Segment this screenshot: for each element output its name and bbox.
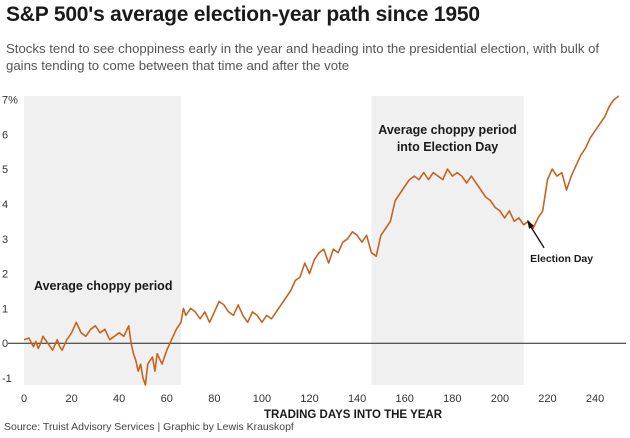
y-tick-label: 2 xyxy=(2,269,8,281)
election-choppy-label-line-2: into Election Day xyxy=(397,140,498,154)
x-tick-label: 160 xyxy=(396,393,414,405)
source-note: Source: Truist Advisory Services | Graph… xyxy=(4,421,294,433)
y-tick-label: 1 xyxy=(2,303,8,315)
x-tick-label: 0 xyxy=(21,393,27,405)
x-tick-label: 140 xyxy=(348,393,366,405)
axes: -1 0 1 2 3 4 5 6 7% 0 20 40 60 80 100 120 140 160 180 200 22… xyxy=(2,94,626,421)
y-tick-label: 3 xyxy=(2,234,8,246)
shaded-regions xyxy=(24,96,524,385)
election-day-label: Election Day xyxy=(530,253,593,265)
election-day-arrow-shaft xyxy=(528,223,545,249)
shaded-region-2 xyxy=(371,96,524,385)
shaded-region-1 xyxy=(24,96,182,385)
y-tick-label: 6 xyxy=(2,129,8,141)
y-tick-label: 7% xyxy=(2,94,18,106)
x-tick-label: 200 xyxy=(491,393,509,405)
x-tick-label: 80 xyxy=(208,393,220,405)
y-tick-label: 5 xyxy=(2,164,8,176)
series-layer xyxy=(23,95,620,386)
x-tick-label: 60 xyxy=(161,393,173,405)
y-tick-label: 4 xyxy=(2,199,8,211)
x-tick-label: 20 xyxy=(65,393,77,405)
y-tick-label: 0 xyxy=(2,338,8,350)
election-day-arrow-head xyxy=(527,219,535,229)
y-tick-label: -1 xyxy=(2,373,12,385)
x-tick-label: 220 xyxy=(538,393,556,405)
x-tick-label: 100 xyxy=(253,393,271,405)
choppy-period-label: Average choppy period xyxy=(34,279,172,293)
chart-subtitle: Stocks tend to see choppiness early in t… xyxy=(6,41,600,73)
x-tick-label: 40 xyxy=(113,393,125,405)
x-tick-label: 180 xyxy=(443,393,461,405)
x-axis-label: TRADING DAYS INTO THE YEAR xyxy=(264,409,443,421)
chart-title: S&P 500's average election-year path sin… xyxy=(6,3,480,26)
annotations: Average choppy period Average choppy peri… xyxy=(34,123,593,293)
series-line-1 xyxy=(23,95,620,386)
x-tick-label: 120 xyxy=(300,393,318,405)
election-choppy-label-line-1: Average choppy period xyxy=(378,123,516,137)
x-tick-label: 240 xyxy=(586,393,604,405)
